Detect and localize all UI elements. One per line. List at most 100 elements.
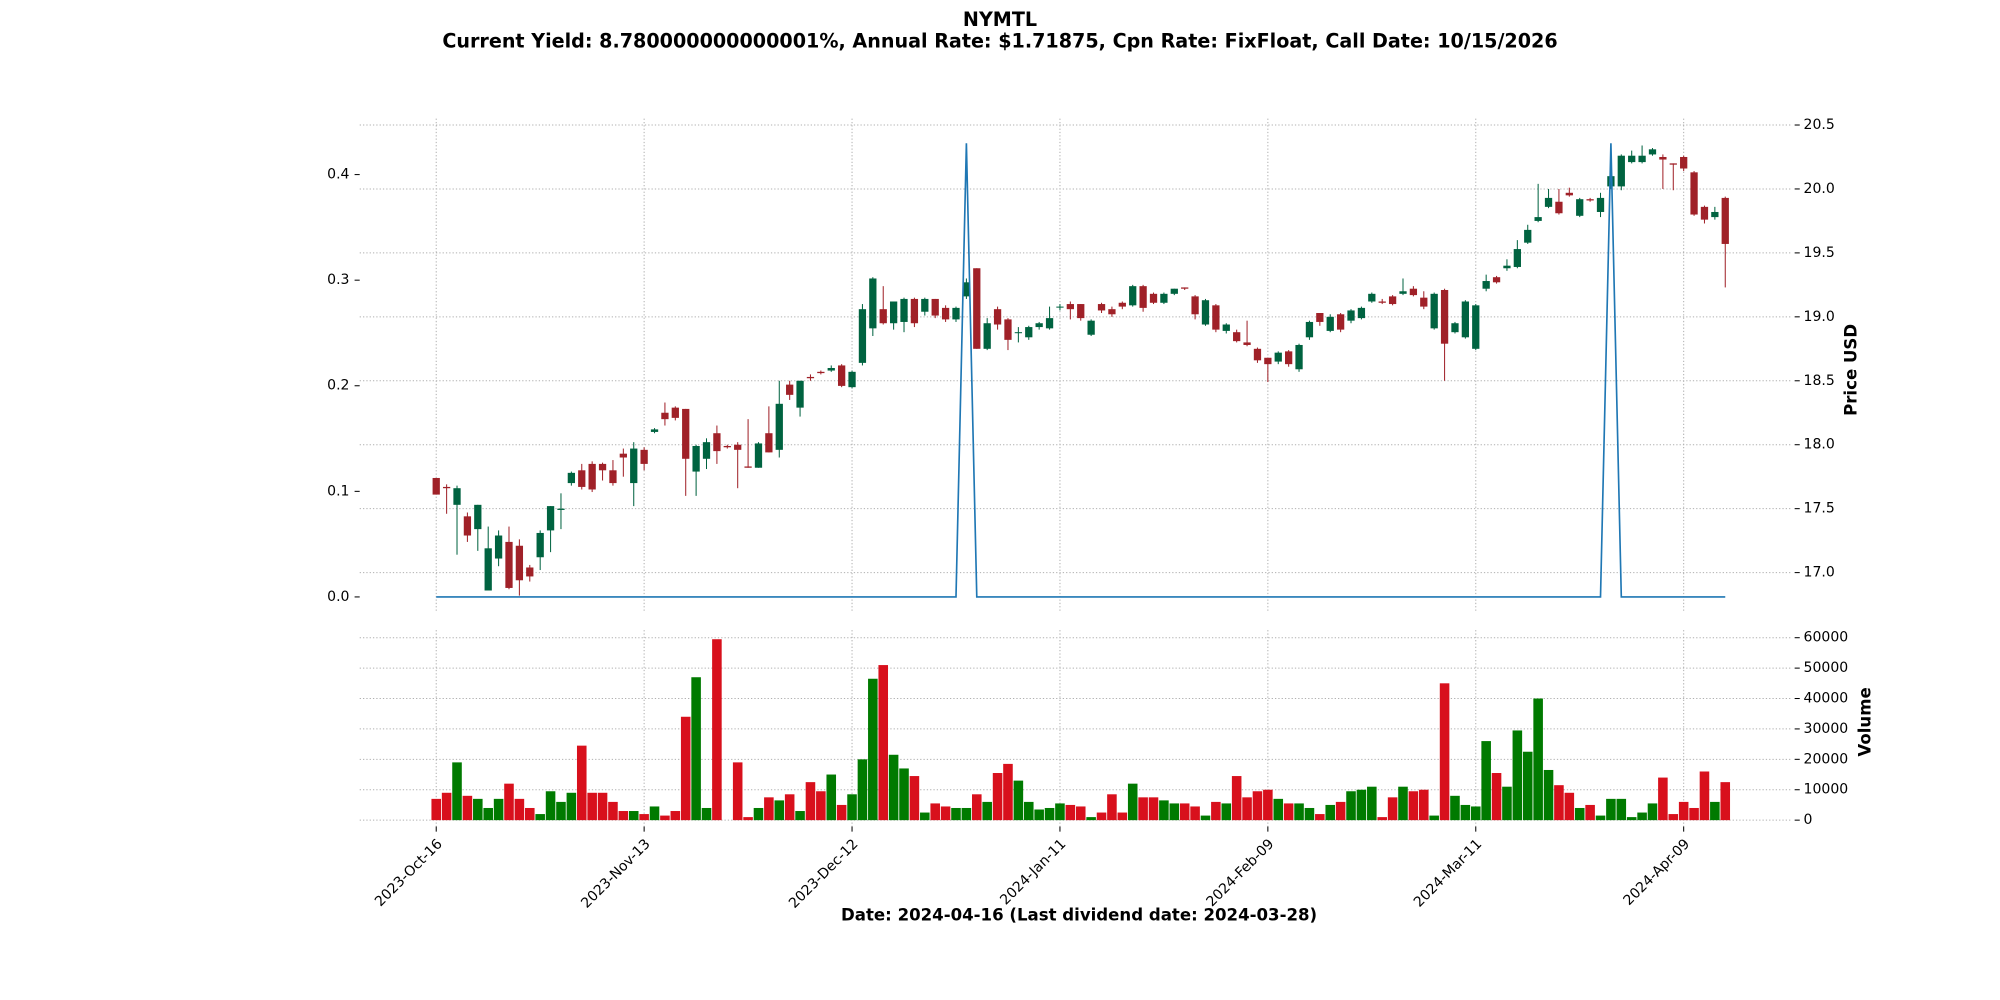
volume-bar [1117, 812, 1128, 821]
volume-bar [525, 807, 535, 821]
candle-body [1700, 206, 1709, 220]
volume-bar [1231, 776, 1242, 821]
candle-body [442, 486, 451, 489]
candle-body [1347, 310, 1355, 321]
volume-bar [795, 811, 805, 821]
candle-body [1524, 229, 1532, 243]
candle-body [1617, 155, 1625, 187]
candle-body [1025, 327, 1033, 338]
candle-body [754, 443, 763, 468]
volume-bar [1439, 683, 1450, 821]
volume-bar [732, 762, 743, 821]
candle-body [1295, 344, 1303, 370]
volume-bar [1315, 814, 1325, 821]
volume-bar [951, 807, 961, 821]
volume-bar [1169, 803, 1180, 821]
candle-body [1430, 293, 1438, 329]
candle-body [1149, 293, 1158, 303]
volume-bar [1190, 806, 1200, 821]
candle-body [1721, 197, 1729, 244]
candle-body [848, 371, 856, 388]
volume-bar [961, 807, 972, 821]
volume-bar [1335, 801, 1346, 821]
volume-bar [1107, 794, 1117, 821]
candle-body [1316, 313, 1324, 322]
y-tick-label: 18.0 [1804, 437, 1835, 453]
volume-bar [878, 665, 889, 821]
y2-tick-label: 0.0 [327, 589, 349, 605]
volume-bar [483, 807, 493, 821]
candle-body [1056, 306, 1064, 308]
y-tick-label: 60000 [1804, 630, 1849, 646]
volume-bar [1148, 797, 1159, 821]
candle-body [1326, 316, 1334, 331]
candle-body [786, 384, 794, 395]
volume-bar [691, 677, 701, 821]
volume-bar [1564, 792, 1575, 821]
volume-bar [462, 795, 473, 821]
volume-bar [1626, 817, 1637, 821]
y-tick-label: 20.5 [1804, 117, 1835, 133]
volume-bar [649, 806, 660, 821]
volume-bar [628, 811, 639, 821]
volume-bar [576, 745, 587, 821]
volume-bar [1522, 751, 1533, 821]
candle-body [734, 444, 742, 450]
volume-bar [774, 800, 785, 821]
volume-bar [566, 792, 577, 821]
volume-bar [1023, 801, 1034, 821]
volume-bar [1304, 807, 1315, 821]
volume-bar [940, 806, 951, 821]
volume-bar [452, 762, 462, 821]
candle-body [1170, 288, 1178, 294]
candle-body [1243, 342, 1251, 345]
candle-body [1222, 324, 1230, 331]
candle-body [869, 278, 877, 329]
x-tick-label: 2024-Apr-09 [1621, 836, 1694, 909]
volume-bar [1595, 815, 1606, 821]
volume-bar [1138, 797, 1148, 821]
volume-bar [1065, 804, 1076, 821]
candle-body [1451, 323, 1459, 333]
x-tick-label: 2023-Dec-12 [786, 836, 861, 911]
candle-body [1336, 314, 1345, 330]
volume-bar [888, 754, 899, 821]
chart-subtitle: Current Yield: 8.780000000000001%, Annua… [442, 30, 1557, 53]
candle-body [1097, 304, 1106, 311]
candle-body [484, 548, 492, 591]
volume-bar [1263, 789, 1273, 821]
candle-body [962, 282, 971, 297]
candle-body [817, 371, 825, 374]
volume-bar [1252, 791, 1263, 821]
candle-body [1305, 321, 1314, 338]
x-tick-label: 2023-Oct-16 [372, 836, 446, 910]
volume-bar [1554, 785, 1564, 821]
volume-bar [1647, 803, 1658, 821]
volume-bar [1367, 786, 1377, 821]
candle-body [713, 433, 721, 452]
candle-body [1253, 348, 1262, 361]
candle-body [1711, 211, 1719, 218]
candle-body [973, 268, 981, 349]
candle-body [827, 367, 835, 371]
candle-body [931, 298, 939, 316]
volume-bar [836, 804, 847, 821]
candle-body [463, 516, 472, 536]
x-tick-label: 2024-Feb-09 [1203, 836, 1277, 910]
volume-bar [1720, 782, 1731, 821]
candle-body [1492, 277, 1501, 283]
volume-bar [1419, 789, 1429, 821]
volume-bar [441, 792, 452, 821]
candle-body [1680, 156, 1688, 169]
volume-bar [1086, 817, 1096, 821]
y-tick-label: 17.0 [1804, 565, 1835, 581]
y2-tick-label: 0.4 [327, 167, 349, 183]
volume-bar [712, 639, 722, 821]
candle-body [671, 407, 679, 418]
y-tick-label: 18.5 [1804, 373, 1835, 389]
candle-body [1035, 323, 1043, 328]
volume-bar [1460, 804, 1471, 821]
volume-bar [826, 774, 837, 821]
volume-bar [1678, 801, 1689, 821]
candle-body [1659, 156, 1667, 160]
